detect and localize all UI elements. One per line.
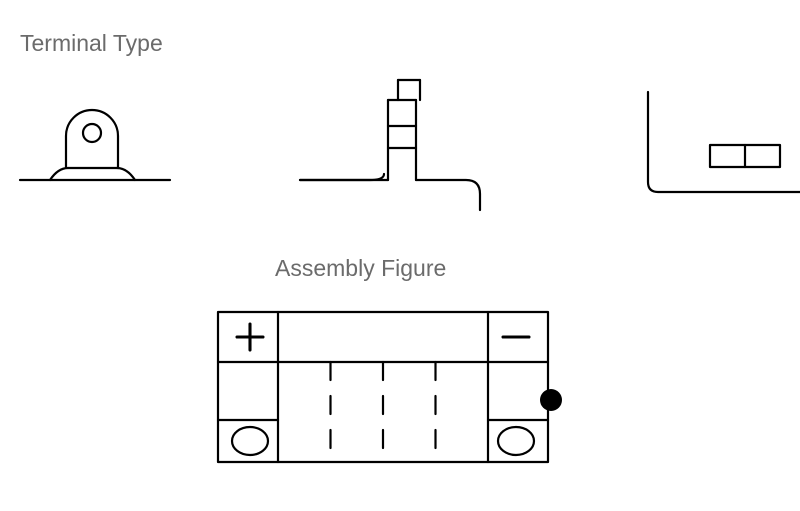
diagram-canvas xyxy=(0,0,800,511)
